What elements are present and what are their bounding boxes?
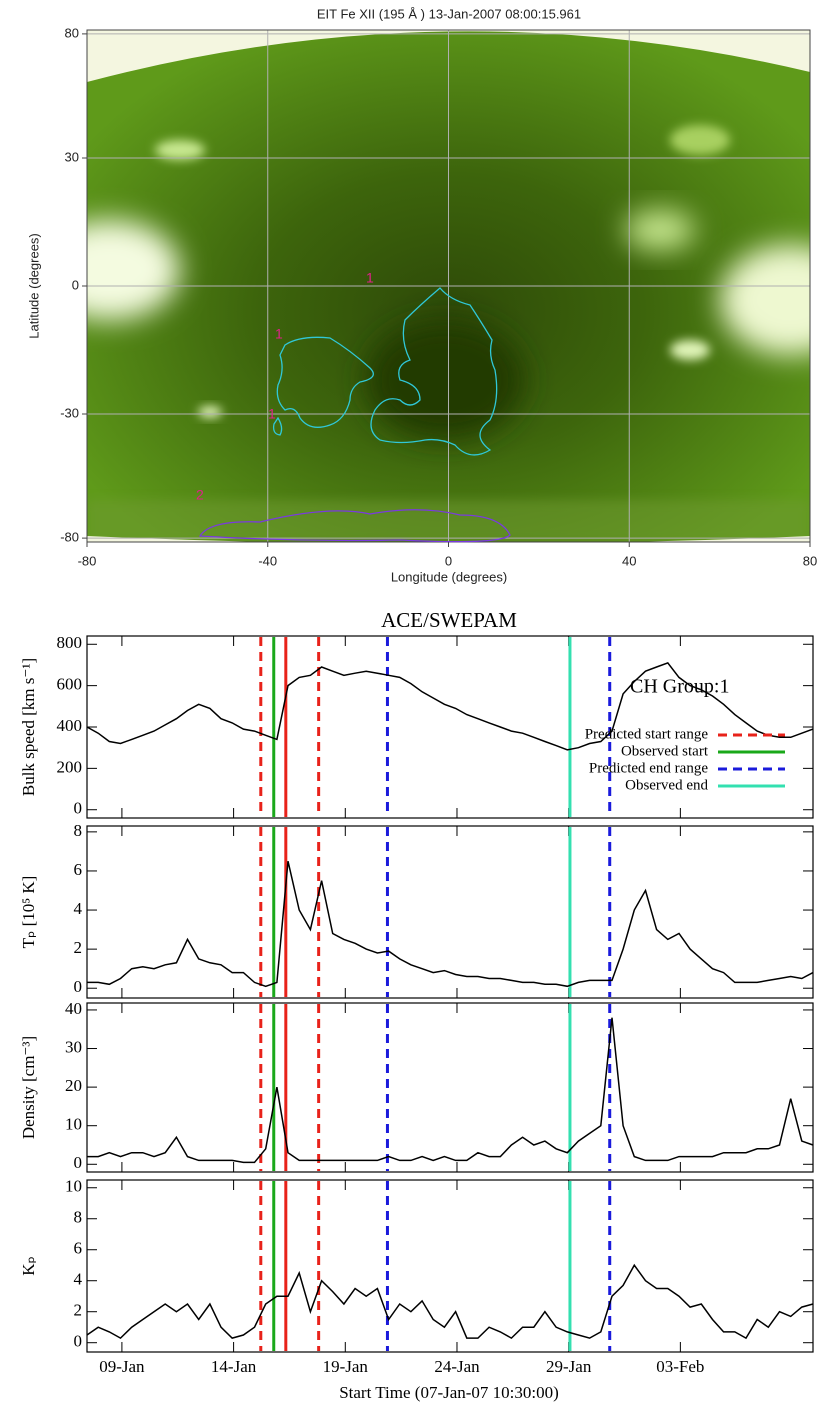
y-tick-label: 30	[65, 1037, 82, 1056]
y-tick-label: -30	[60, 405, 79, 420]
x-tick-label: 19-Jan	[323, 1357, 369, 1376]
panel-frame	[86, 1179, 814, 1353]
data-line	[86, 662, 814, 751]
y-tick-label: 0	[74, 977, 83, 996]
legend-label: Observed end	[625, 777, 708, 793]
y-tick-label: 2	[74, 938, 83, 957]
y-tick-label: 8	[74, 821, 83, 840]
data-line	[87, 1017, 814, 1164]
y-axis-label: Kₚ	[19, 1256, 38, 1276]
map-title: EIT Fe XII (195 Å ) 13-Jan-2007 08:00:15…	[317, 6, 581, 21]
y-tick-label: 6	[74, 1239, 83, 1258]
x-tick-label: 40	[622, 553, 636, 568]
timeseries: ACE/SWEPAM Start Time (07-Jan-07 10:30:0…	[19, 608, 814, 1402]
y-tick-label: 10	[65, 1177, 82, 1196]
x-tick-label: -40	[258, 553, 277, 568]
map-panel: -80 -40 0 40 80 -80 -30 0 30 80 1 1 1 2 EIT Fe XI…	[26, 6, 817, 584]
annotation: CH Group:1	[630, 676, 729, 698]
y-tick-label: 0	[74, 1332, 83, 1351]
y-axis-label: Latitude (degrees)	[26, 233, 41, 339]
contour	[370, 287, 498, 456]
solar-image	[87, 30, 810, 542]
legend-label: Predicted end range	[589, 760, 708, 776]
panel-frame	[86, 1002, 814, 1173]
x-tick-label: 14-Jan	[211, 1357, 257, 1376]
y-tick-label: 6	[74, 860, 83, 879]
y-tick-label: 30	[65, 149, 79, 164]
y-tick-label: 400	[57, 716, 83, 735]
x-tick-label: 03-Feb	[656, 1357, 704, 1376]
contour	[272, 336, 374, 436]
y-tick-label: 0	[72, 277, 79, 292]
panel-frame	[86, 825, 814, 999]
x-axis-label: Longitude (degrees)	[391, 569, 507, 584]
annotation: 1	[275, 326, 283, 342]
y-tick-label: 200	[57, 757, 83, 776]
x-tick-label: 80	[803, 553, 817, 568]
annotation: 1	[268, 406, 276, 422]
annotation: 1	[366, 270, 374, 286]
contour	[198, 509, 511, 543]
chart-title: ACE/SWEPAM	[381, 608, 517, 632]
y-tick-label: 0	[74, 1153, 83, 1172]
legend-label: Observed start	[621, 743, 709, 759]
y-tick-label: 8	[74, 1208, 83, 1227]
x-tick-label: 24-Jan	[434, 1357, 480, 1376]
annotation: 2	[196, 487, 204, 503]
data-line	[86, 1263, 814, 1340]
y-tick-label: 80	[65, 25, 79, 40]
y-axis-label: Density [cm⁻³]	[19, 1036, 38, 1139]
y-tick-label: 2	[74, 1301, 83, 1320]
y-tick-label: 800	[57, 633, 83, 652]
y-tick-label: 20	[65, 1076, 82, 1095]
y-tick-label: 4	[74, 1270, 83, 1289]
y-tick-label: 40	[65, 999, 82, 1018]
y-tick-label: 0	[74, 799, 83, 818]
data-line	[87, 861, 814, 988]
y-tick-label: 10	[65, 1115, 82, 1134]
legend-label: Predicted start range	[585, 726, 709, 742]
y-tick-label: 600	[57, 675, 83, 694]
y-tick-label: -80	[60, 530, 79, 545]
x-tick-label: 29-Jan	[546, 1357, 592, 1376]
x-axis-label: Start Time (07-Jan-07 10:30:00)	[339, 1383, 559, 1402]
y-axis-label: Bulk speed [km s⁻¹]	[19, 658, 38, 796]
x-tick-label: 09-Jan	[99, 1357, 145, 1376]
y-tick-label: 4	[74, 899, 83, 918]
x-tick-label: -80	[78, 553, 97, 568]
y-axis-label: Tₚ [10⁵ K]	[19, 876, 38, 949]
x-tick-label: 0	[445, 553, 452, 568]
